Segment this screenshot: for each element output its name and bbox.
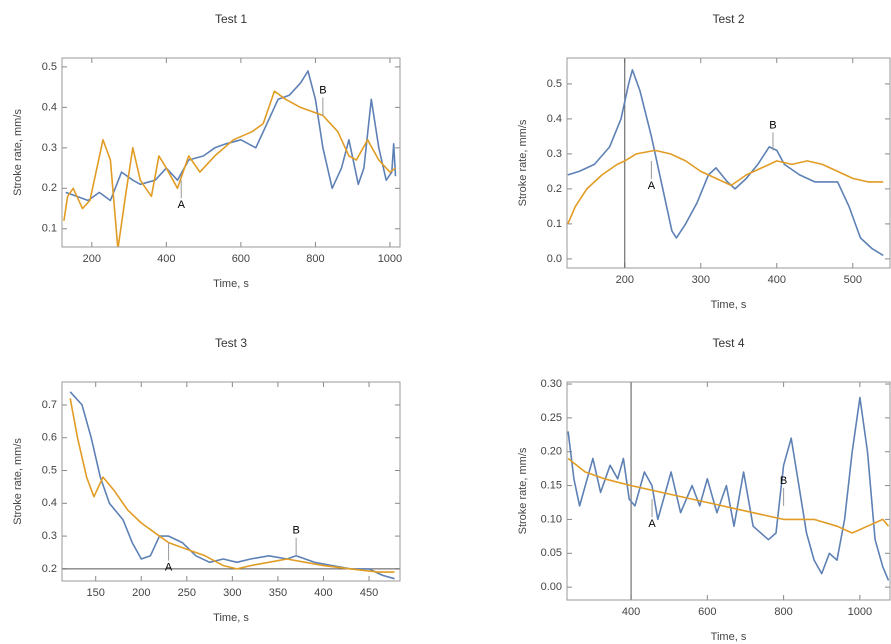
data-line — [65, 70, 397, 202]
panel-title: Test 4 — [712, 336, 744, 350]
y-tick-label: 0.0 — [547, 253, 562, 265]
y-tick-label: 0.7 — [42, 399, 57, 411]
data-line — [69, 391, 395, 580]
x-tick-label: 400 — [768, 274, 786, 286]
x-tick-label: 500 — [844, 274, 862, 286]
x-tick-label: 800 — [774, 606, 792, 618]
y-tick-label: 0.2 — [42, 563, 57, 575]
x-tick-label: 450 — [360, 587, 378, 599]
x-tick-label: 800 — [306, 253, 324, 265]
panel-title: Test 2 — [712, 12, 744, 26]
y-tick-label: 0.6 — [42, 432, 57, 444]
x-tick-label: 300 — [692, 274, 710, 286]
y-tick-label: 0.5 — [42, 61, 57, 73]
x-axis-label: Time, s — [711, 631, 747, 643]
data-line — [567, 396, 890, 581]
x-tick-label: 350 — [269, 587, 287, 599]
panel: Test 1 Time, s Stroke rate, mm/s 200 400 600 8… — [12, 12, 402, 290]
y-axis-label: Stroke rate, mm/s — [12, 438, 24, 525]
annotation-label: B — [769, 119, 776, 131]
y-tick-label: 0.1 — [42, 223, 57, 235]
y-tick-label: 0.2 — [42, 182, 57, 194]
y-tick-label: 0.05 — [541, 547, 562, 559]
data-line — [567, 69, 884, 257]
x-tick-label: 600 — [232, 253, 250, 265]
y-tick-label: 0.30 — [541, 378, 562, 390]
y-axis-label: Stroke rate, mm/s — [517, 447, 529, 534]
x-tick-label: 200 — [616, 274, 634, 286]
data-line — [567, 457, 890, 534]
x-tick-label: 150 — [87, 587, 105, 599]
y-tick-label: 0.00 — [541, 581, 562, 593]
y-axis-label: Stroke rate, mm/s — [517, 119, 529, 206]
x-tick-label: 1000 — [378, 253, 402, 265]
x-tick-label: 400 — [157, 253, 175, 265]
y-tick-label: 0.4 — [42, 101, 57, 113]
y-tick-label: 0.15 — [541, 479, 562, 491]
y-axis-label: Stroke rate, mm/s — [12, 109, 24, 196]
y-tick-label: 0.10 — [541, 513, 562, 525]
x-tick-label: 400 — [622, 606, 640, 618]
y-tick-label: 0.25 — [541, 412, 562, 424]
plot-frame — [566, 57, 891, 269]
x-tick-label: 400 — [314, 587, 332, 599]
y-tick-label: 0.3 — [42, 142, 57, 154]
plot-frame — [61, 381, 401, 582]
y-tick-label: 0.20 — [541, 446, 562, 458]
x-tick-label: 200 — [83, 253, 101, 265]
y-tick-label: 0.5 — [42, 464, 57, 476]
annotation-label: B — [780, 475, 787, 487]
plot-frame — [566, 381, 891, 601]
y-tick-label: 0.2 — [547, 183, 562, 195]
x-tick-label: 250 — [178, 587, 196, 599]
annotation-label: A — [648, 518, 656, 530]
x-tick-label: 300 — [223, 587, 241, 599]
x-axis-label: Time, s — [711, 299, 747, 311]
data-line — [63, 90, 396, 247]
data-line — [567, 149, 884, 225]
panel: Test 4 Time, s Stroke rate, mm/s 400 600 800 1… — [517, 336, 891, 643]
annotation-label: B — [292, 525, 299, 537]
panel: Test 2 Time, s Stroke rate, mm/s 200 300 400 5… — [517, 12, 891, 311]
x-axis-label: Time, s — [213, 278, 249, 290]
x-tick-label: 600 — [698, 606, 716, 618]
y-tick-label: 0.3 — [42, 530, 57, 542]
panel-title: Test 1 — [215, 12, 247, 26]
y-tick-label: 0.4 — [547, 113, 562, 125]
annotation-label: A — [648, 180, 656, 192]
annotation-label: A — [178, 199, 186, 211]
panel-title: Test 3 — [215, 336, 247, 350]
x-axis-label: Time, s — [213, 612, 249, 624]
y-tick-label: 0.1 — [547, 218, 562, 230]
y-tick-label: 0.3 — [547, 148, 562, 160]
plot-frame — [61, 57, 401, 248]
x-tick-label: 1000 — [848, 606, 872, 618]
annotation-label: A — [165, 562, 173, 574]
y-tick-label: 0.5 — [547, 78, 562, 90]
panel: Test 3 Time, s Stroke rate, mm/s 150 200 250 3… — [12, 336, 401, 624]
x-tick-label: 200 — [132, 587, 150, 599]
annotation-label: B — [319, 84, 326, 96]
y-tick-label: 0.4 — [42, 497, 57, 509]
data-line — [69, 398, 395, 573]
